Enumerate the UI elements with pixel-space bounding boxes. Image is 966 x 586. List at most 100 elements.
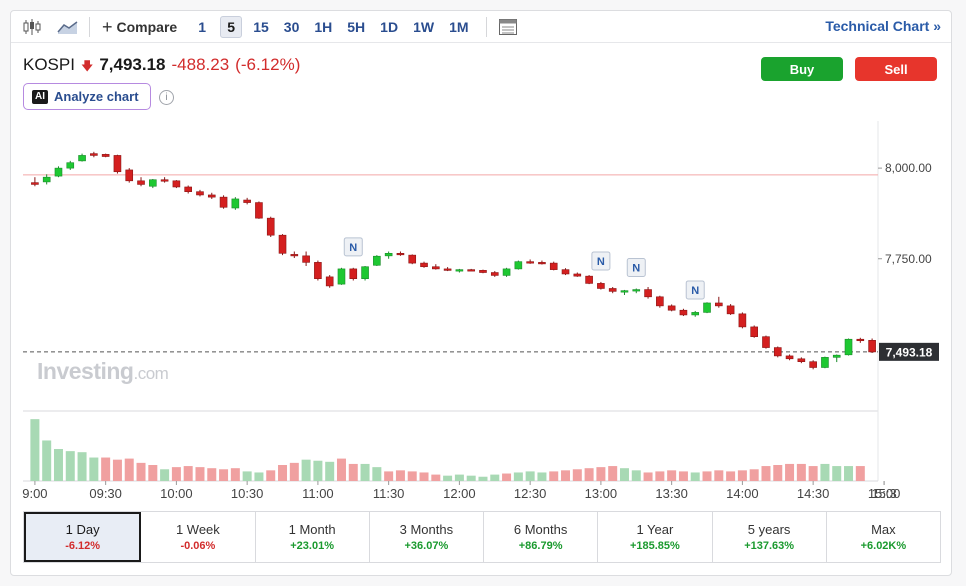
volume-bar (313, 460, 323, 481)
volume-bar (773, 465, 783, 481)
volume-bar (549, 471, 559, 481)
range-label: 1 Week (175, 522, 220, 537)
candle (691, 312, 700, 316)
candle (31, 182, 39, 185)
volume-bar (254, 472, 264, 481)
candlestick-type-icon[interactable] (17, 12, 47, 42)
compare-label: Compare (116, 18, 178, 35)
candle (420, 262, 428, 268)
technical-chart-link[interactable]: Technical Chart » (825, 18, 941, 34)
x-tick-label: 14:00 (726, 486, 759, 501)
chart-widget: + Compare 1 5 15 30 1H 5H 1D 1W 1M Techn… (10, 10, 952, 576)
candle (703, 302, 711, 313)
volume-bar (65, 451, 75, 481)
range-1-year[interactable]: 1 Year +185.85% (598, 512, 713, 562)
volume-bar (419, 472, 429, 481)
range-change: +36.07% (404, 540, 449, 552)
volume-bar (195, 467, 205, 481)
interval-1h[interactable]: 1H (314, 18, 333, 35)
candle (125, 169, 134, 182)
volume-bar (678, 471, 688, 481)
interval-1[interactable]: 1 (198, 18, 207, 35)
interval-5h[interactable]: 5H (347, 18, 366, 35)
candle (196, 191, 204, 196)
candle (443, 268, 452, 271)
sell-button[interactable]: Sell (855, 57, 937, 81)
toolbar-divider (89, 16, 90, 37)
volume-bar (631, 470, 641, 481)
interval-1m[interactable]: 1M (449, 18, 469, 35)
news-marker (685, 280, 705, 300)
range-3-months[interactable]: 3 Months +36.07% (370, 512, 484, 562)
volume-bar (266, 470, 276, 481)
candle (42, 176, 51, 183)
data-table-icon[interactable] (493, 12, 523, 42)
candle (432, 266, 440, 270)
interval-15[interactable]: 15 (253, 18, 269, 35)
range-change: +185.85% (629, 540, 680, 552)
range-change: +6.02K% (860, 540, 907, 552)
y-tick-label: 7,750.00 (885, 252, 932, 266)
candle (302, 255, 310, 263)
current-price-label: 7,493.18 (886, 345, 933, 359)
y-tick-label: 8,000.00 (885, 161, 932, 175)
range-max[interactable]: Max +6.02K% (827, 512, 940, 562)
volume-bar (643, 472, 653, 481)
range-6-months[interactable]: 6 Months +86.79% (484, 512, 599, 562)
candle (490, 272, 499, 276)
candle (278, 234, 287, 254)
candle (785, 355, 794, 360)
x-tick-label: 13:30 (655, 486, 688, 501)
candle (184, 186, 192, 192)
candle (667, 305, 676, 311)
volume-bar (101, 457, 111, 481)
news-marker-label: N (632, 262, 640, 274)
candle (172, 180, 181, 188)
buy-button[interactable]: Buy (761, 57, 843, 81)
price-chart[interactable]: 8,000.00 7,750.00 7,493.18 N N N N 9:00 09:30 10:… (11, 121, 951, 501)
interval-30[interactable]: 30 (283, 18, 300, 35)
range-1-week[interactable]: 1 Week -0.06% (141, 512, 256, 562)
analyze-chart-button[interactable]: AI Analyze chart (23, 83, 151, 110)
volume-bar (289, 462, 299, 481)
range-1-month[interactable]: 1 Month +23.01% (256, 512, 370, 562)
range-change: -6.12% (65, 540, 101, 552)
candle (549, 262, 558, 270)
news-marker-label: N (691, 285, 699, 297)
candle (207, 194, 216, 198)
quote-header: KOSPI 🡇 7,493.18 -488.23 (-6.12%) (23, 55, 300, 78)
info-icon[interactable]: i (159, 90, 174, 105)
compare-button[interactable]: + Compare (96, 18, 183, 36)
volume-bar (726, 471, 736, 481)
volume-bar (808, 466, 818, 481)
range-5-years[interactable]: 5 years +137.63% (713, 512, 827, 562)
candle (396, 253, 405, 256)
area-chart-type-icon[interactable] (53, 12, 83, 42)
candle (66, 162, 75, 169)
volume-bar (301, 459, 311, 481)
interval-1w[interactable]: 1W (413, 18, 435, 35)
volume-bar (596, 467, 606, 481)
candle (314, 262, 322, 279)
candle (726, 305, 735, 315)
range-1-day[interactable]: 1 Day -6.12% (24, 512, 142, 562)
candle (632, 289, 641, 292)
candle (266, 217, 275, 236)
volume-bar (395, 470, 405, 481)
candle (856, 338, 865, 342)
volume-bar (372, 467, 382, 481)
volume-bar (525, 471, 535, 481)
volume-bar (183, 466, 193, 481)
volume-bar (584, 468, 594, 481)
x-tick-label: 12:30 (514, 486, 547, 501)
volume-bar (148, 465, 158, 481)
volume-bar (348, 463, 358, 481)
volume-bar (431, 474, 441, 481)
candle (408, 254, 417, 264)
volume-bar (278, 465, 288, 481)
interval-5[interactable]: 5 (220, 15, 243, 38)
volume-bar (667, 470, 677, 481)
candle (514, 261, 523, 270)
interval-1d[interactable]: 1D (380, 18, 399, 35)
range-change: +86.79% (518, 540, 563, 552)
